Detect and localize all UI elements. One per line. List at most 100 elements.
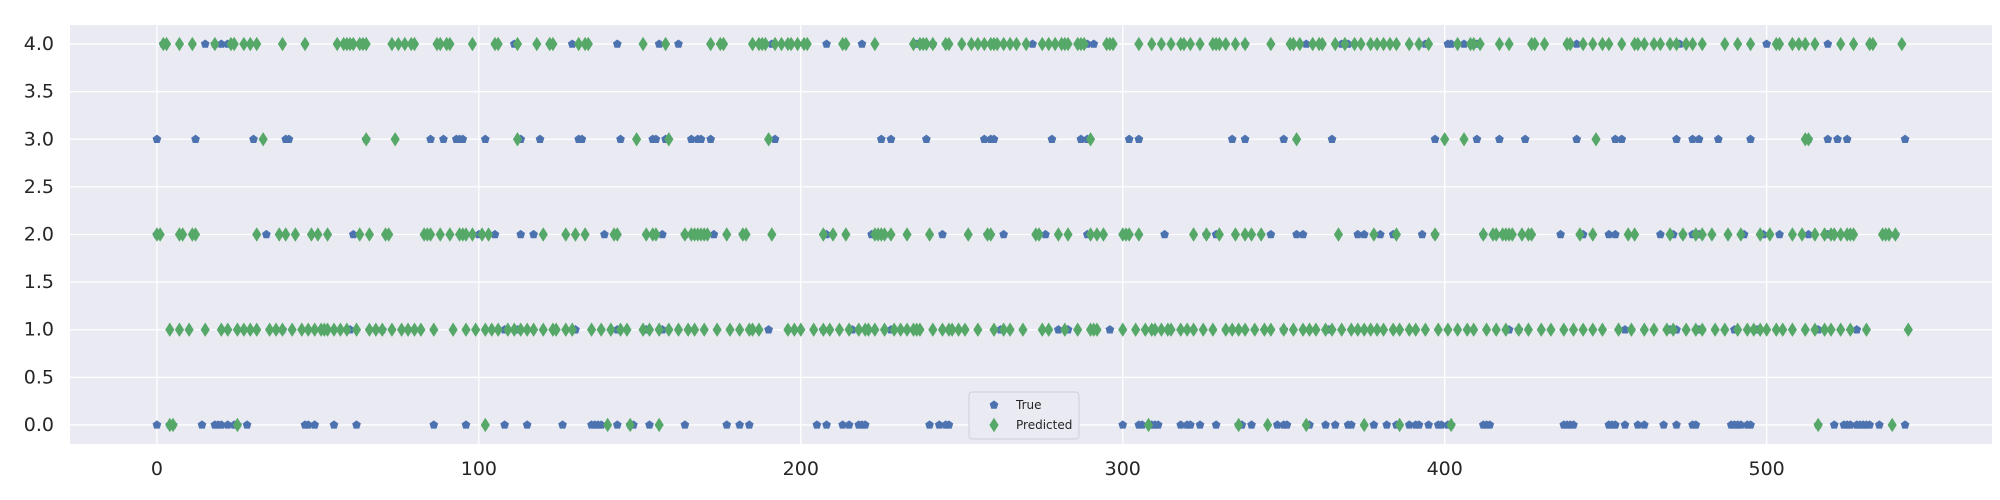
point-predicted: [1240, 322, 1250, 337]
point-predicted: [364, 227, 375, 242]
point-true: [1572, 134, 1582, 143]
point-predicted: [1681, 322, 1691, 337]
point-predicted: [1195, 36, 1205, 52]
point-predicted: [1073, 322, 1083, 337]
point-predicted: [1021, 36, 1031, 52]
point-predicted: [1707, 227, 1717, 242]
point-true: [1691, 420, 1701, 429]
point-predicted: [239, 36, 249, 52]
point-predicted: [1774, 36, 1785, 52]
point-predicted: [1430, 227, 1440, 242]
point-true: [596, 420, 606, 429]
point-true: [838, 420, 848, 429]
point-predicted: [1536, 322, 1546, 337]
point-predicted: [574, 36, 584, 52]
point-predicted: [1813, 417, 1823, 433]
point-predicted: [879, 227, 890, 242]
point-predicted: [1848, 227, 1859, 242]
point-predicted: [1845, 322, 1855, 337]
point-predicted: [1208, 322, 1218, 337]
point-predicted: [277, 322, 288, 337]
point-predicted: [252, 322, 262, 337]
point-true: [1845, 420, 1855, 429]
point-predicted: [644, 322, 655, 337]
point-true: [303, 420, 313, 429]
point-predicted: [1385, 36, 1395, 52]
point-predicted: [1797, 227, 1807, 242]
point-true: [1495, 134, 1504, 143]
point-predicted: [1166, 322, 1176, 337]
point-true: [1105, 325, 1115, 334]
point-predicted: [445, 36, 455, 52]
point-predicted: [245, 322, 255, 337]
point-true: [1620, 325, 1630, 334]
point-predicted: [1134, 36, 1144, 52]
point-predicted: [1588, 322, 1598, 337]
point-true: [1353, 229, 1363, 239]
point-predicted: [252, 227, 262, 242]
point-true: [1620, 420, 1630, 429]
point-predicted: [896, 322, 906, 337]
point-predicted: [1388, 322, 1398, 337]
point-predicted: [863, 322, 874, 337]
point-predicted: [1356, 36, 1366, 52]
point-true: [1282, 420, 1292, 429]
point-predicted: [538, 322, 548, 337]
point-true: [925, 420, 934, 429]
legend-marker-true: [989, 400, 999, 409]
point-predicted: [480, 417, 490, 433]
point-predicted: [216, 322, 226, 337]
point-predicted: [1588, 36, 1598, 52]
point-predicted: [561, 227, 571, 242]
point-true: [680, 420, 690, 429]
point-predicted: [1266, 36, 1276, 52]
point-true: [197, 420, 207, 429]
point-predicted: [335, 322, 346, 337]
point-true: [686, 134, 696, 143]
point-predicted: [612, 227, 622, 242]
point-predicted: [1134, 227, 1144, 242]
point-predicted: [583, 36, 593, 52]
point-predicted: [1337, 322, 1347, 337]
point-true: [1572, 39, 1582, 48]
point-predicted: [532, 36, 542, 52]
point-predicted: [1504, 36, 1514, 52]
point-predicted: [966, 36, 977, 52]
point-true: [1118, 420, 1128, 429]
point-true: [744, 420, 754, 429]
point-predicted: [747, 322, 758, 337]
point-predicted: [1630, 227, 1640, 242]
point-predicted: [770, 36, 780, 52]
point-predicted: [274, 227, 284, 242]
point-predicted: [1079, 36, 1089, 52]
point-predicted: [1890, 227, 1901, 242]
point-true: [654, 39, 664, 48]
point-true: [1298, 229, 1308, 239]
point-true: [1414, 420, 1424, 429]
point-predicted: [673, 322, 684, 337]
point-predicted: [538, 227, 548, 242]
point-predicted: [161, 36, 172, 52]
point-predicted: [1491, 227, 1501, 242]
point-predicted: [1214, 227, 1224, 242]
point-predicted: [232, 322, 243, 337]
point-predicted: [310, 322, 320, 337]
point-true: [249, 134, 258, 143]
point-predicted: [1404, 322, 1414, 337]
point-predicted: [155, 227, 165, 242]
point-true: [1404, 420, 1414, 429]
point-predicted: [1826, 322, 1836, 337]
point-true: [1153, 420, 1163, 429]
series-predicted: [152, 36, 1913, 433]
point-predicted: [1108, 36, 1118, 52]
point-true: [1762, 39, 1772, 48]
point-predicted: [1591, 132, 1601, 147]
point-true: [1266, 229, 1276, 239]
point-predicted: [1691, 322, 1701, 337]
point-predicted: [1176, 322, 1186, 337]
point-predicted: [1295, 36, 1305, 52]
point-predicted: [355, 227, 365, 242]
point-predicted: [689, 322, 700, 337]
point-true: [999, 229, 1009, 239]
point-predicted: [1697, 36, 1707, 52]
